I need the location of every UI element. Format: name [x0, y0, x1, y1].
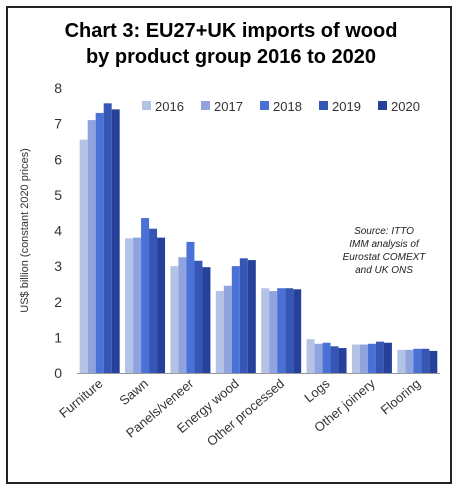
bar-2018-furniture: [96, 113, 104, 373]
bar-2016-energy-wood: [216, 291, 224, 373]
bar-2019-flooring: [421, 349, 429, 373]
bar-2019-other-processed: [285, 288, 293, 373]
y-tick-label: 8: [54, 80, 62, 96]
bar-2017-energy-wood: [224, 286, 232, 373]
y-tick-label: 3: [54, 258, 62, 274]
x-tick-label: Sawn: [116, 376, 151, 408]
bar-2016-flooring: [397, 350, 405, 373]
legend-label-2019: 2019: [332, 99, 361, 114]
bar-2020-sawn: [157, 238, 165, 373]
bar-2019-panels-veneer: [194, 261, 202, 373]
bar-2019-energy-wood: [240, 258, 248, 373]
legend-swatch-2016: [142, 101, 151, 110]
x-tick-label: Logs: [301, 375, 333, 405]
bar-2018-logs: [323, 343, 331, 373]
legend-label-2018: 2018: [273, 99, 302, 114]
bar-2016-furniture: [80, 140, 88, 373]
bar-2020-other-processed: [293, 289, 301, 373]
bar-2017-flooring: [405, 350, 413, 373]
bar-2017-other-processed: [269, 291, 277, 373]
bar-2019-furniture: [104, 103, 112, 373]
bar-2018-sawn: [141, 218, 149, 373]
legend-swatch-2017: [201, 101, 210, 110]
y-axis-label: US$ billion (constant 2020 prices): [19, 148, 31, 312]
bar-2020-flooring: [429, 351, 437, 373]
x-tick-label: Other processed: [204, 376, 287, 449]
bar-2017-furniture: [88, 120, 96, 373]
source-annotation-line: IMM analysis of: [349, 239, 420, 250]
bar-2017-other-joinery: [360, 345, 368, 374]
bar-2018-flooring: [413, 349, 421, 373]
bar-2016-sawn: [125, 238, 133, 373]
y-tick-label: 7: [54, 116, 62, 132]
bar-2018-other-processed: [277, 288, 285, 373]
y-tick-label: 2: [54, 294, 62, 310]
y-tick-label: 6: [54, 151, 62, 167]
bar-2018-panels-veneer: [186, 242, 194, 373]
x-tick-label: Furniture: [56, 376, 106, 421]
bar-2016-logs: [307, 339, 315, 373]
legend-swatch-2019: [319, 101, 328, 110]
bar-2019-sawn: [149, 229, 157, 373]
source-annotation-line: and UK ONS: [355, 265, 413, 276]
y-tick-label: 1: [54, 329, 62, 345]
bar-2020-other-joinery: [384, 343, 392, 373]
bar-2020-logs: [339, 348, 347, 373]
bar-2016-other-joinery: [352, 345, 360, 374]
bar-2020-panels-veneer: [202, 267, 210, 373]
source-annotation-line: Source: ITTO: [354, 226, 414, 237]
source-annotation-line: Eurostat COMEXT: [343, 252, 427, 263]
bar-2016-panels-veneer: [170, 266, 178, 373]
y-tick-label: 0: [54, 365, 62, 381]
x-tick-label: Flooring: [378, 376, 424, 418]
y-tick-label: 5: [54, 187, 62, 203]
bar-2017-logs: [315, 344, 323, 373]
bar-2017-sawn: [133, 238, 141, 373]
bar-2017-panels-veneer: [178, 257, 186, 373]
bar-2020-energy-wood: [248, 260, 256, 373]
y-tick-label: 4: [54, 223, 62, 239]
bar-2018-energy-wood: [232, 266, 240, 373]
bar-2016-other-processed: [261, 288, 269, 373]
bar-2020-furniture: [112, 109, 120, 373]
legend-swatch-2018: [260, 101, 269, 110]
legend-label-2020: 2020: [391, 99, 420, 114]
bar-2018-other-joinery: [368, 344, 376, 373]
legend-label-2017: 2017: [214, 99, 243, 114]
bar-2019-logs: [331, 346, 339, 373]
bar-2019-other-joinery: [376, 342, 384, 373]
legend-swatch-2020: [378, 101, 387, 110]
legend-label-2016: 2016: [155, 99, 184, 114]
